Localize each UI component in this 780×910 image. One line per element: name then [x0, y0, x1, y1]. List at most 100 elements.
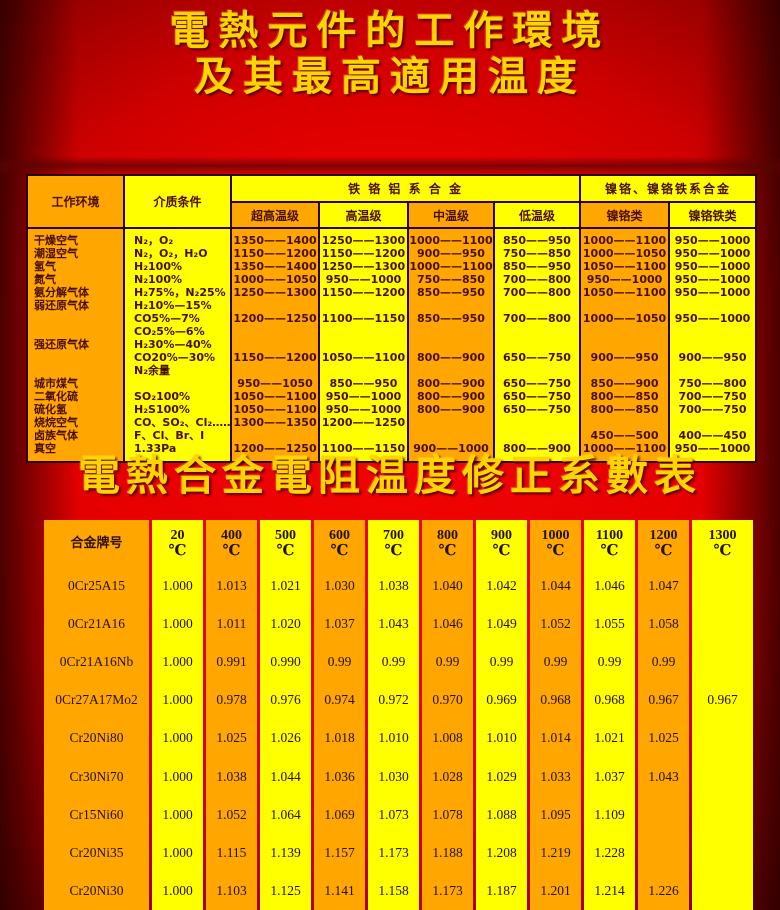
t1-body: 干燥空气 N₂，O₂ 1350——1400 1250——1300 1000——1100 8…	[26, 228, 758, 462]
t2-value-cell: 1.000	[152, 795, 203, 834]
t1-value-cell: 650——750	[492, 351, 582, 364]
t1-value-cell: 700——750	[668, 403, 758, 416]
t1-medium-cell	[123, 377, 232, 390]
t2-header-temp-value: 20	[170, 528, 185, 543]
t2-value-cell: 1.157	[314, 833, 365, 872]
t2-value-cell: 1.038	[206, 757, 257, 796]
t2-header-temp-value: 900	[491, 528, 512, 543]
t1-value-cell	[668, 364, 758, 377]
t2-value-cell: 1.028	[422, 757, 473, 796]
t2-value-cell: 1.073	[368, 795, 419, 834]
t1-medium-cell: N₂余量	[123, 364, 232, 377]
t1-value-cell: 850——950	[492, 228, 582, 247]
t1-row: 城市煤气 950——1050 850——950 800——900 650——750 850…	[26, 377, 758, 390]
t2-alloy-name: Cr15Ni60	[44, 795, 149, 834]
t1-value-cell: 1350——1400	[230, 260, 320, 273]
t1-value-cell: 850——950	[407, 286, 495, 299]
t1-row: CO20%—30% 1150——1200 1050——1100 800——900 650…	[26, 351, 758, 364]
main-title: 電熱元件的工作環境 及其最高適用温度	[0, 8, 780, 100]
t1-env-cell: 二氧化硫	[26, 390, 125, 403]
t1-subheader: 镍铬类	[579, 201, 671, 229]
t1-header-group-fecral: 铁 铬 铝 系 合 金	[229, 174, 582, 203]
t2-value-cell	[692, 795, 753, 834]
t2-value-cell: 1.030	[314, 567, 365, 606]
correction-coefficient-table: 合金牌号 20 ℃ 400 ℃ 500 ℃ 600 ℃ 700 ℃ 800 ℃ 900 ℃ 1000 ℃ 1100…	[44, 520, 753, 910]
t1-value-cell: 900——950	[407, 247, 495, 260]
t2-header-temp: 400 ℃	[206, 520, 257, 567]
t2-header-temp-unit: ℃	[713, 543, 732, 559]
t1-value-cell: 950——1000	[318, 273, 409, 286]
t2-value-cell: 0.968	[584, 681, 635, 720]
t1-medium-cell: F、Cl、Br、I	[123, 429, 232, 442]
t1-env-cell: 卤族气体	[26, 429, 125, 442]
t2-value-cell: 1.226	[638, 871, 689, 910]
t2-value-cell: 1.173	[422, 871, 473, 910]
t2-value-cell: 1.228	[584, 833, 635, 872]
t2-header-temp-unit: ℃	[438, 543, 457, 559]
t1-value-cell: 1200——1250	[318, 416, 409, 429]
t1-medium-cell: CO20%—30%	[123, 351, 232, 364]
t1-subheader: 超高温级	[230, 201, 320, 229]
t1-value-cell: 1150——1200	[318, 247, 409, 260]
t1-value-cell	[579, 325, 671, 338]
t1-value-cell: 1000——1100	[579, 228, 671, 247]
t2-value-cell: 0.99	[584, 643, 635, 682]
t1-value-cell	[407, 416, 495, 429]
t2-value-cell: 0.99	[638, 643, 689, 682]
t2-alloy-name: Cr20Ni30	[44, 871, 149, 910]
main-title-line1: 電熱元件的工作環境	[169, 7, 611, 54]
t2-value-cell: 1.000	[152, 567, 203, 606]
t2-header-temp: 1100 ℃	[584, 520, 635, 567]
t2-value-cell: 1.044	[260, 757, 311, 796]
t1-medium-cell: N₂100%	[123, 273, 232, 286]
t2-header-temp-unit: ℃	[168, 543, 187, 559]
t1-value-cell	[579, 338, 671, 351]
t1-value-cell: 800——850	[579, 403, 671, 416]
t2-value-cell: 1.036	[314, 757, 365, 796]
t1-value-cell: 950——1000	[668, 260, 758, 273]
t2-value-cell: 1.187	[476, 871, 527, 910]
t1-header-group-nicr: 镍铬、镍铬铁系合金	[579, 174, 758, 203]
t2-header-temp: 600 ℃	[314, 520, 365, 567]
t2-value-cell	[638, 833, 689, 872]
t1-value-cell: 700——800	[492, 286, 582, 299]
t1-value-cell: 700——800	[492, 312, 582, 325]
t2-value-cell: 0.990	[260, 643, 311, 682]
t2-header-temp-unit: ℃	[384, 543, 403, 559]
t2-value-cell: 1.000	[152, 719, 203, 758]
t2-value-cell: 0.969	[476, 681, 527, 720]
t1-value-cell: 1050——1100	[230, 390, 320, 403]
t2-header-temp-unit: ℃	[222, 543, 241, 559]
t1-value-cell: 700——750	[668, 390, 758, 403]
t1-value-cell: 1250——1300	[318, 260, 409, 273]
t2-value-cell: 1.103	[206, 871, 257, 910]
t2-value-cell: 1.008	[422, 719, 473, 758]
t1-value-cell: 650——750	[492, 390, 582, 403]
t1-value-cell: 900——950	[579, 351, 671, 364]
t2-header-temp-value: 500	[275, 528, 296, 543]
t1-value-cell: 1050——1100	[230, 403, 320, 416]
t1-subheader: 镍铬铁类	[668, 201, 758, 229]
t1-row: N₂余量	[26, 364, 758, 377]
t1-value-cell: 1150——1200	[230, 247, 320, 260]
t2-value-cell: 1.025	[206, 719, 257, 758]
t2-value-cell: 1.000	[152, 605, 203, 644]
t2-value-cell: 1.058	[638, 605, 689, 644]
t2-header-temp-unit: ℃	[492, 543, 511, 559]
t1-value-cell: 800——900	[407, 351, 495, 364]
t1-value-cell: 1000——1050	[579, 312, 671, 325]
t2-value-cell: 1.000	[152, 871, 203, 910]
t1-value-cell: 900——950	[668, 351, 758, 364]
t2-header-temp-value: 1200	[649, 528, 678, 543]
t1-value-cell: 750——850	[407, 273, 495, 286]
t1-row: 烧烷空气 CO、SO₂、Cl₂…… 1300——1350 1200——1250	[26, 416, 758, 429]
t2-value-cell: 1.188	[422, 833, 473, 872]
t2-value-cell: 0.976	[260, 681, 311, 720]
t2-value-cell: 1.030	[368, 757, 419, 796]
t2-value-cell: 1.011	[206, 605, 257, 644]
t1-medium-cell: CO、SO₂、Cl₂……	[123, 416, 232, 429]
t1-medium-cell: CO5%—7%	[123, 312, 232, 325]
t2-value-cell: 1.040	[422, 567, 473, 606]
t1-env-cell: 干燥空气	[26, 228, 125, 247]
t2-value-cell: 1.042	[476, 567, 527, 606]
